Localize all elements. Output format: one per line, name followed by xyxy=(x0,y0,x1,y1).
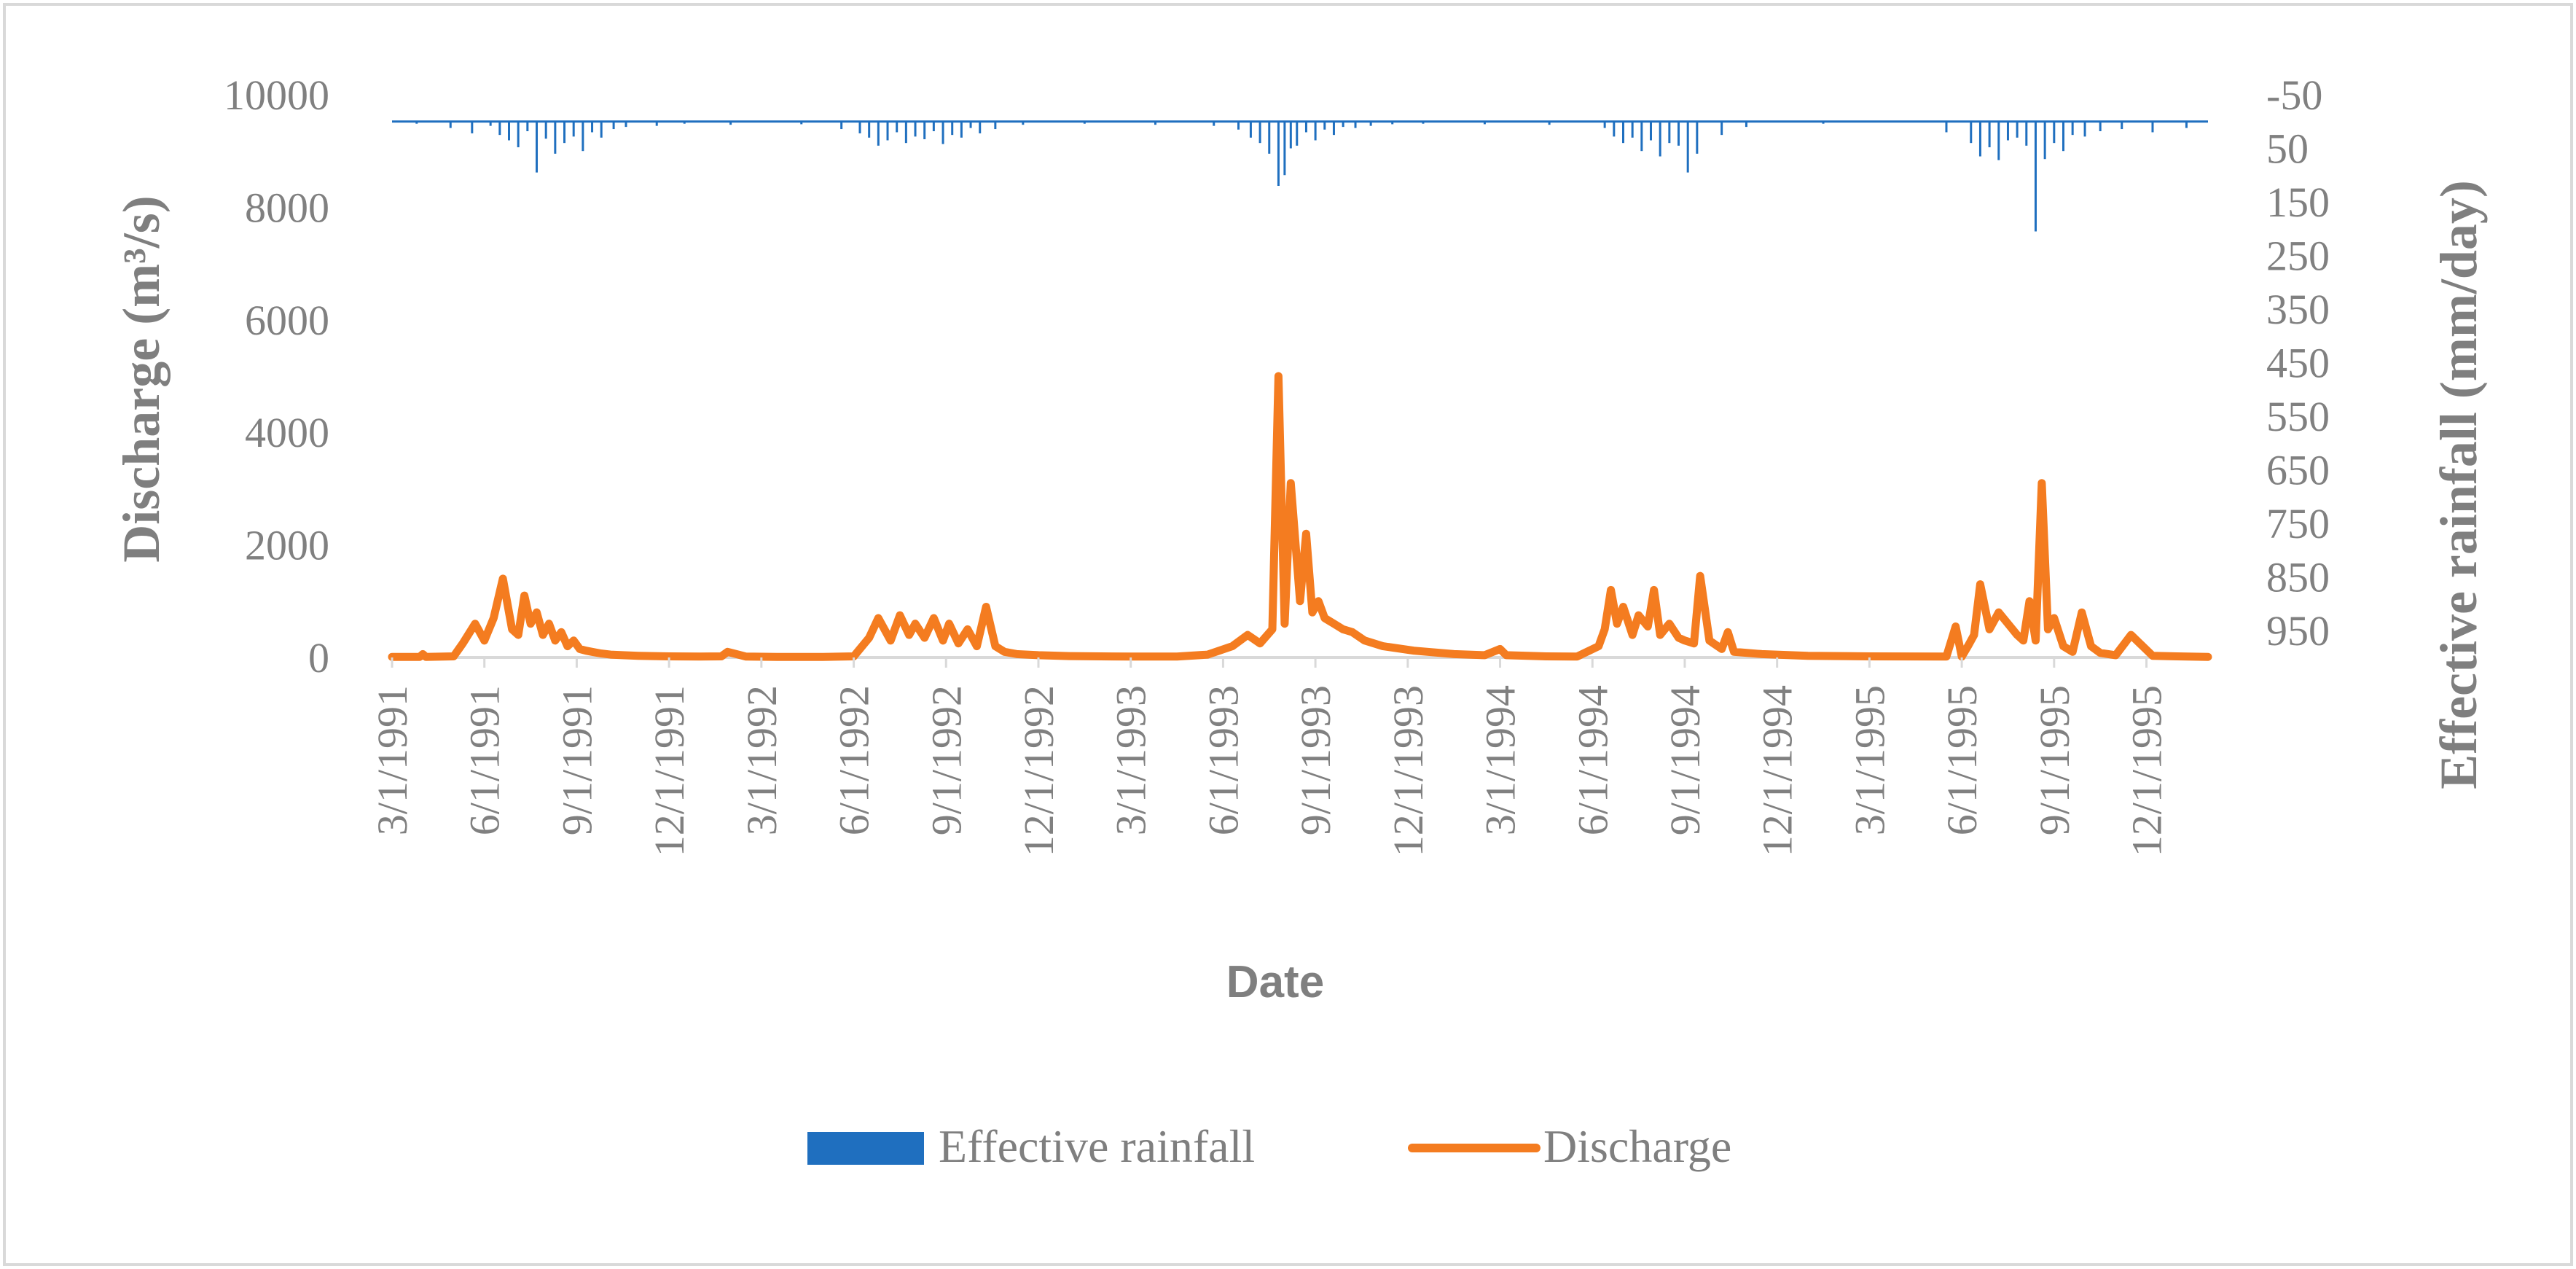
y-axis-left-title: Discharge (m³/s) xyxy=(112,195,171,562)
x-axis-title: Date xyxy=(1226,957,1324,1007)
y-tick-label-left: 0 xyxy=(308,634,329,682)
x-tick-label: 9/1/1991 xyxy=(553,685,600,835)
y-tick-label-right: 250 xyxy=(2266,233,2330,280)
y-axis-left-ticks: 0 2000 4000 6000 8000 10000 xyxy=(224,71,329,682)
x-tick-label: 9/1/1993 xyxy=(1292,685,1339,835)
x-tick-label: 3/1/1993 xyxy=(1108,685,1155,835)
x-tick-label: 6/1/1992 xyxy=(831,685,878,835)
y-tick-label-left: 10000 xyxy=(224,71,329,119)
y-tick-label-right: 950 xyxy=(2266,607,2330,655)
x-tick-label: 3/1/1991 xyxy=(369,685,416,835)
legend-swatch-effective-rainfall xyxy=(807,1132,924,1165)
y-tick-label-right: 650 xyxy=(2266,447,2330,494)
y-tick-label-right: 450 xyxy=(2266,340,2330,387)
discharge-series xyxy=(388,372,2212,661)
x-tick-label: 12/1/1991 xyxy=(646,685,693,856)
x-tick-label: 6/1/1993 xyxy=(1199,685,1247,835)
y-tick-label-right: 50 xyxy=(2266,125,2309,173)
discharge-line xyxy=(388,372,2212,661)
y-tick-label-left: 6000 xyxy=(245,297,329,344)
y-tick-label-left: 4000 xyxy=(245,409,329,456)
legend: Effective rainfall Discharge xyxy=(807,1120,1731,1172)
legend-label-discharge: Discharge xyxy=(1543,1120,1731,1172)
x-tick-label: 3/1/1994 xyxy=(1477,685,1524,835)
x-tick-label: 12/1/1993 xyxy=(1385,685,1432,856)
y-axis-right-title: Effective rainfall (mm/day) xyxy=(2430,180,2488,789)
y-tick-label-right: 550 xyxy=(2266,393,2330,440)
x-tick-label: 9/1/1992 xyxy=(923,685,970,835)
x-tick-label: 3/1/1995 xyxy=(1846,685,1893,835)
x-tick-label: 12/1/1994 xyxy=(1754,685,1801,856)
x-tick-label: 6/1/1995 xyxy=(1938,685,1986,835)
x-tick-label: 6/1/1994 xyxy=(1569,685,1616,835)
x-tick-label: 12/1/1992 xyxy=(1015,685,1062,856)
rainfall-bars xyxy=(415,121,2188,232)
y-tick-label-right: 750 xyxy=(2266,500,2330,547)
x-tick-label: 3/1/1992 xyxy=(738,685,786,835)
y-tick-label-left: 8000 xyxy=(245,184,329,231)
x-tick-label: 6/1/1991 xyxy=(461,685,509,835)
y-tick-label-left: 2000 xyxy=(245,522,329,569)
x-axis-ticks: 3/1/1991 6/1/1991 9/1/1991 12/1/1991 3/1/199… xyxy=(369,657,2171,856)
x-tick-label: 9/1/1995 xyxy=(2031,685,2078,835)
y-tick-label-right: 850 xyxy=(2266,554,2330,601)
legend-label-effective-rainfall: Effective rainfall xyxy=(939,1120,1255,1172)
y-tick-label-right: 350 xyxy=(2266,286,2330,333)
y-tick-label-right: 150 xyxy=(2266,179,2330,226)
x-tick-label: 9/1/1994 xyxy=(1661,685,1709,835)
y-axis-right-ticks: -50 50 150 250 350 450 550 650 750 850 950 xyxy=(2266,71,2330,655)
x-tick-label: 12/1/1995 xyxy=(2123,685,2171,856)
chart-frame xyxy=(3,3,2573,1266)
y-tick-label-right: -50 xyxy=(2266,71,2322,119)
